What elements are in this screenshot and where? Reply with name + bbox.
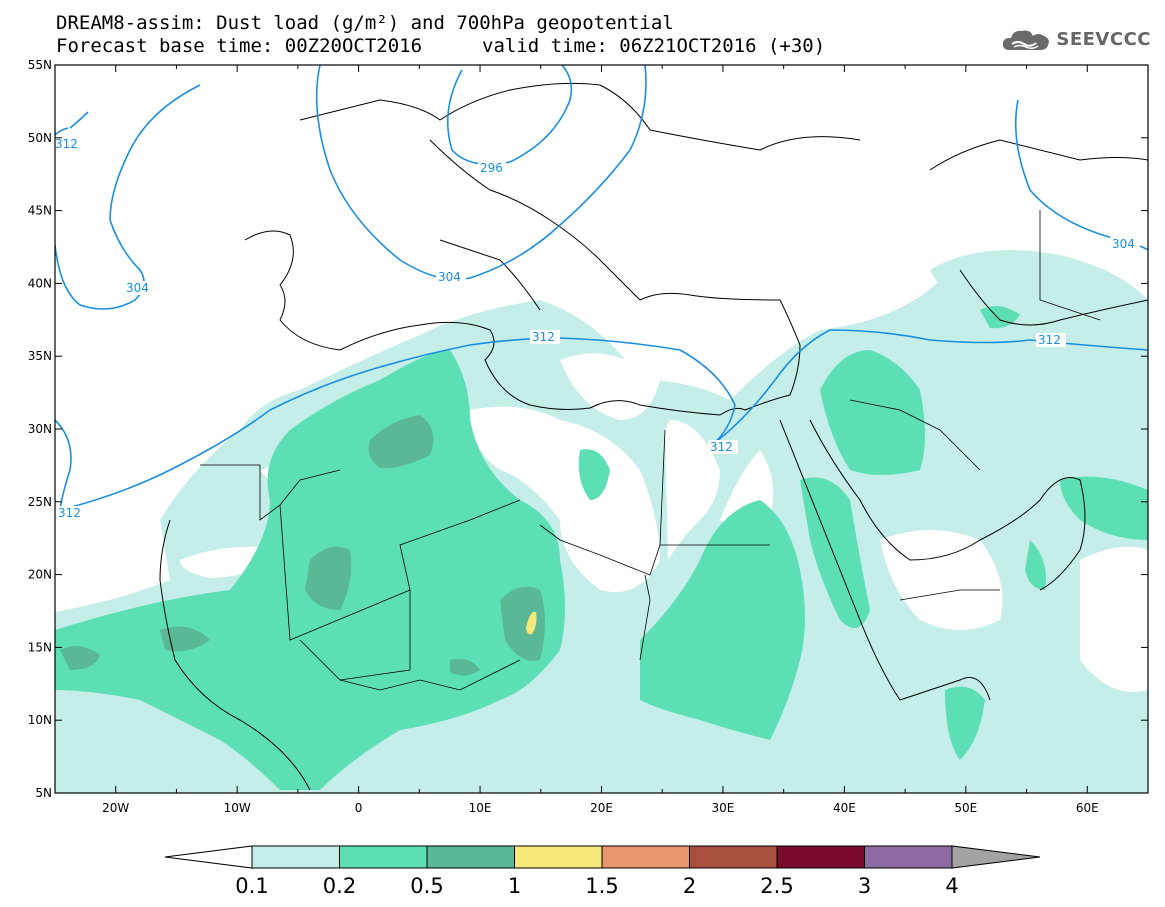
- lat-label: 20N: [28, 568, 52, 582]
- lat-label: 5N: [35, 786, 52, 800]
- lon-label: 10E: [469, 801, 492, 815]
- latitude-labels: 55N 50N 45N 40N 35N 30N 25N 20N 15N 10N 5N: [28, 58, 52, 800]
- lat-label: 40N: [28, 276, 52, 290]
- colorbar-label: 1: [508, 874, 521, 898]
- contour-label: 312: [532, 330, 555, 344]
- lon-label: 20W: [102, 801, 129, 815]
- forecast-base-time: Forecast base time: 00Z20OCT2016: [56, 35, 423, 57]
- colorbar-segment: [426, 845, 515, 869]
- contour-label: 304: [1112, 237, 1135, 251]
- colorbar-segment: [689, 845, 778, 869]
- dust-high-spot: [526, 611, 537, 635]
- map-title: DREAM8-assim: Dust load (g/m²) and 700hP…: [56, 12, 674, 34]
- seevccc-logo: SEEVCCC: [1000, 26, 1151, 52]
- lon-label: 40E: [833, 801, 856, 815]
- lon-label: 30E: [712, 801, 735, 815]
- lat-label: 45N: [28, 204, 52, 218]
- lat-label: 55N: [28, 58, 52, 72]
- lat-label: 30N: [28, 422, 52, 436]
- colorbar-label: 2.5: [760, 874, 793, 898]
- colorbar-low-arrow: [164, 845, 253, 869]
- colorbar-segment: [864, 845, 953, 869]
- colorbar-label: 0.5: [410, 874, 443, 898]
- logo-text: SEEVCCC: [1056, 28, 1151, 50]
- colorbar-segment: [601, 845, 690, 869]
- contour-label: 304: [126, 281, 149, 295]
- valid-time: valid time: 06Z21OCT2016 (+30): [482, 35, 826, 57]
- contour-label: 312: [1038, 333, 1061, 347]
- contour-label: 312: [55, 137, 78, 151]
- colorbar-labels: 0.1 0.2 0.5 1 1.5 2 2.5 3 4: [235, 874, 958, 898]
- colorbar-segment: [339, 845, 428, 869]
- colorbar-label: 4: [945, 874, 958, 898]
- contour-label: 296: [480, 161, 503, 175]
- colorbar-label: 0.2: [323, 874, 356, 898]
- colorbar: [164, 845, 1041, 869]
- colorbar-label: 1.5: [585, 874, 618, 898]
- lat-label: 10N: [28, 713, 52, 727]
- colorbar-label: 0.1: [235, 874, 268, 898]
- dust-dark-region: [60, 415, 545, 676]
- contour-label: 312: [58, 506, 81, 520]
- contour-labels: 296 304 304 304 312 312 312 312 312: [55, 137, 1140, 520]
- lon-label: 60E: [1076, 801, 1099, 815]
- longitude-labels: 20W 10W 0 10E 20E 30E 40E 50E 60E: [102, 801, 1099, 815]
- colorbar-segment: [776, 845, 865, 869]
- cloud-icon: [1003, 30, 1050, 50]
- colorbar-high-arrow: [951, 845, 1041, 869]
- map-area: 296 304 304 304 312 312 312 312 312: [55, 65, 1148, 793]
- lat-label: 35N: [28, 349, 52, 363]
- colorbar-label: 3: [858, 874, 871, 898]
- contour-label: 304: [438, 270, 461, 284]
- lon-label: 50E: [954, 801, 977, 815]
- lat-label: 15N: [28, 640, 52, 654]
- lon-label: 10W: [224, 801, 251, 815]
- lon-label: 0: [355, 801, 363, 815]
- colorbar-label: 2: [683, 874, 696, 898]
- colorbar-segment: [251, 845, 340, 869]
- colorbar-segment: [514, 845, 603, 869]
- lat-label: 25N: [28, 495, 52, 509]
- contour-label: 312: [710, 440, 733, 454]
- lat-label: 50N: [28, 131, 52, 145]
- axis-ticks: [54, 64, 1149, 794]
- lon-label: 20E: [590, 801, 613, 815]
- country-borders: [200, 210, 1101, 691]
